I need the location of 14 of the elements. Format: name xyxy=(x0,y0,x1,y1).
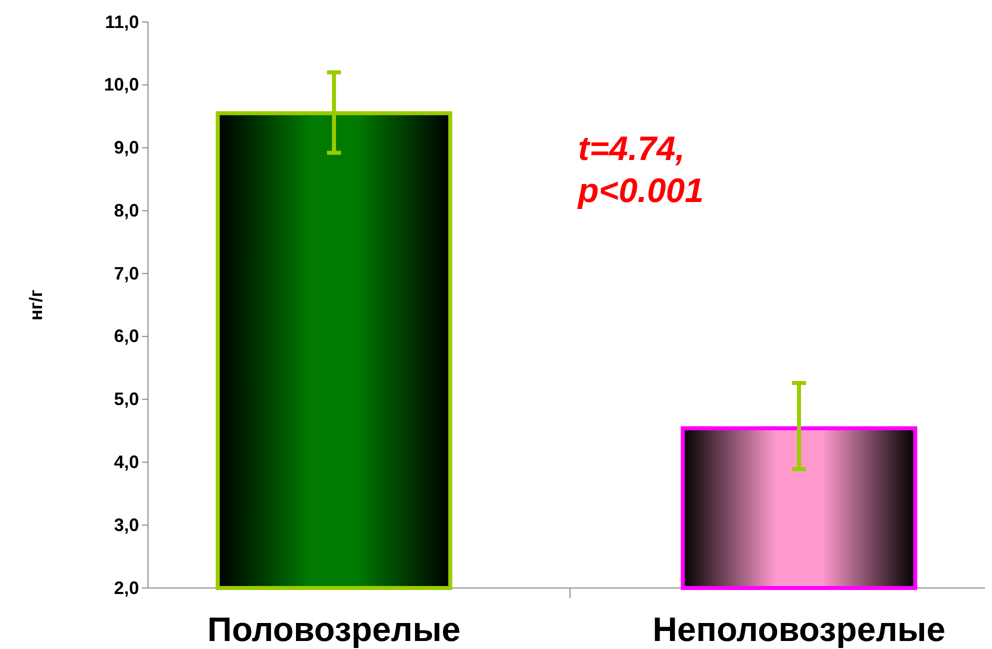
x-tick-label: Половозрелые xyxy=(207,611,461,649)
y-tick-label: 2,0 xyxy=(114,578,139,598)
x-tick-label: Неполовозрелые xyxy=(652,611,946,649)
y-tick-label: 3,0 xyxy=(114,514,139,535)
y-tick-label: 4,0 xyxy=(114,452,139,472)
y-tick-label: 6,0 xyxy=(114,326,139,346)
y-tick-label: 5,0 xyxy=(114,389,139,410)
y-tick-label: 7,0 xyxy=(114,263,139,284)
y-tick-label: 9,0 xyxy=(114,138,139,158)
y-axis-title: нг/г xyxy=(26,289,46,320)
y-tick-label: 8,0 xyxy=(114,200,139,220)
annotation: t=4.74, p<0.001 xyxy=(577,130,704,210)
y-tick-label: 10,0 xyxy=(104,74,139,95)
y-tick-label: 11,0 xyxy=(104,12,139,32)
